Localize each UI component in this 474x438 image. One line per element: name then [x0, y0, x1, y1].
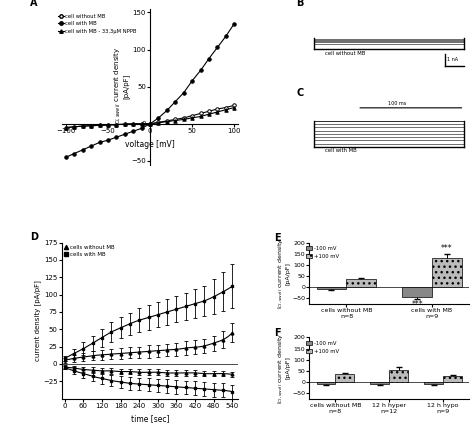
- Text: A: A: [30, 0, 37, 7]
- Text: ***: ***: [411, 300, 423, 309]
- Y-axis label: current density [pA/pF]: current density [pA/pF]: [35, 280, 41, 361]
- Text: B: B: [296, 0, 304, 7]
- Bar: [336, 374, 354, 382]
- Bar: [424, 382, 443, 384]
- Text: 1 nA: 1 nA: [447, 57, 458, 62]
- Bar: [317, 287, 346, 289]
- Bar: [370, 382, 389, 384]
- Bar: [402, 287, 432, 297]
- Legend: -100 mV, +100 mV: -100 mV, +100 mV: [304, 339, 341, 356]
- Bar: [317, 382, 336, 384]
- Bar: [443, 376, 462, 382]
- Text: C: C: [296, 88, 304, 99]
- Bar: [389, 370, 408, 382]
- Bar: [346, 279, 376, 287]
- Y-axis label: I$_{Cl, swell}$ current density
[pA/pF]: I$_{Cl, swell}$ current density [pA/pF]: [276, 238, 291, 309]
- X-axis label: voltage [mV]: voltage [mV]: [125, 140, 175, 148]
- Text: D: D: [30, 232, 38, 241]
- Y-axis label: I$_{Cl, swell}$ current density
[pA/pF]: I$_{Cl, swell}$ current density [pA/pF]: [112, 47, 130, 127]
- Text: ***: ***: [441, 244, 453, 253]
- Text: cell with MB: cell with MB: [325, 148, 357, 153]
- Legend: -100 mV, +100 mV: -100 mV, +100 mV: [304, 244, 341, 261]
- Legend: cells without MB, cells with MB: cells without MB, cells with MB: [61, 242, 117, 260]
- Legend: cell without MB, cell with MB, cell with MB - 33.3μM NPPB: cell without MB, cell with MB, cell with…: [55, 11, 139, 36]
- Text: E: E: [274, 233, 281, 244]
- X-axis label: time [sec]: time [sec]: [131, 414, 169, 423]
- Y-axis label: I$_{Cl, swell}$ current density
[pA/pF]: I$_{Cl, swell}$ current density [pA/pF]: [276, 332, 291, 403]
- Text: cell without MB: cell without MB: [325, 51, 365, 56]
- Bar: [432, 258, 462, 287]
- Text: F: F: [274, 328, 281, 338]
- Text: 100 ms: 100 ms: [388, 102, 406, 106]
